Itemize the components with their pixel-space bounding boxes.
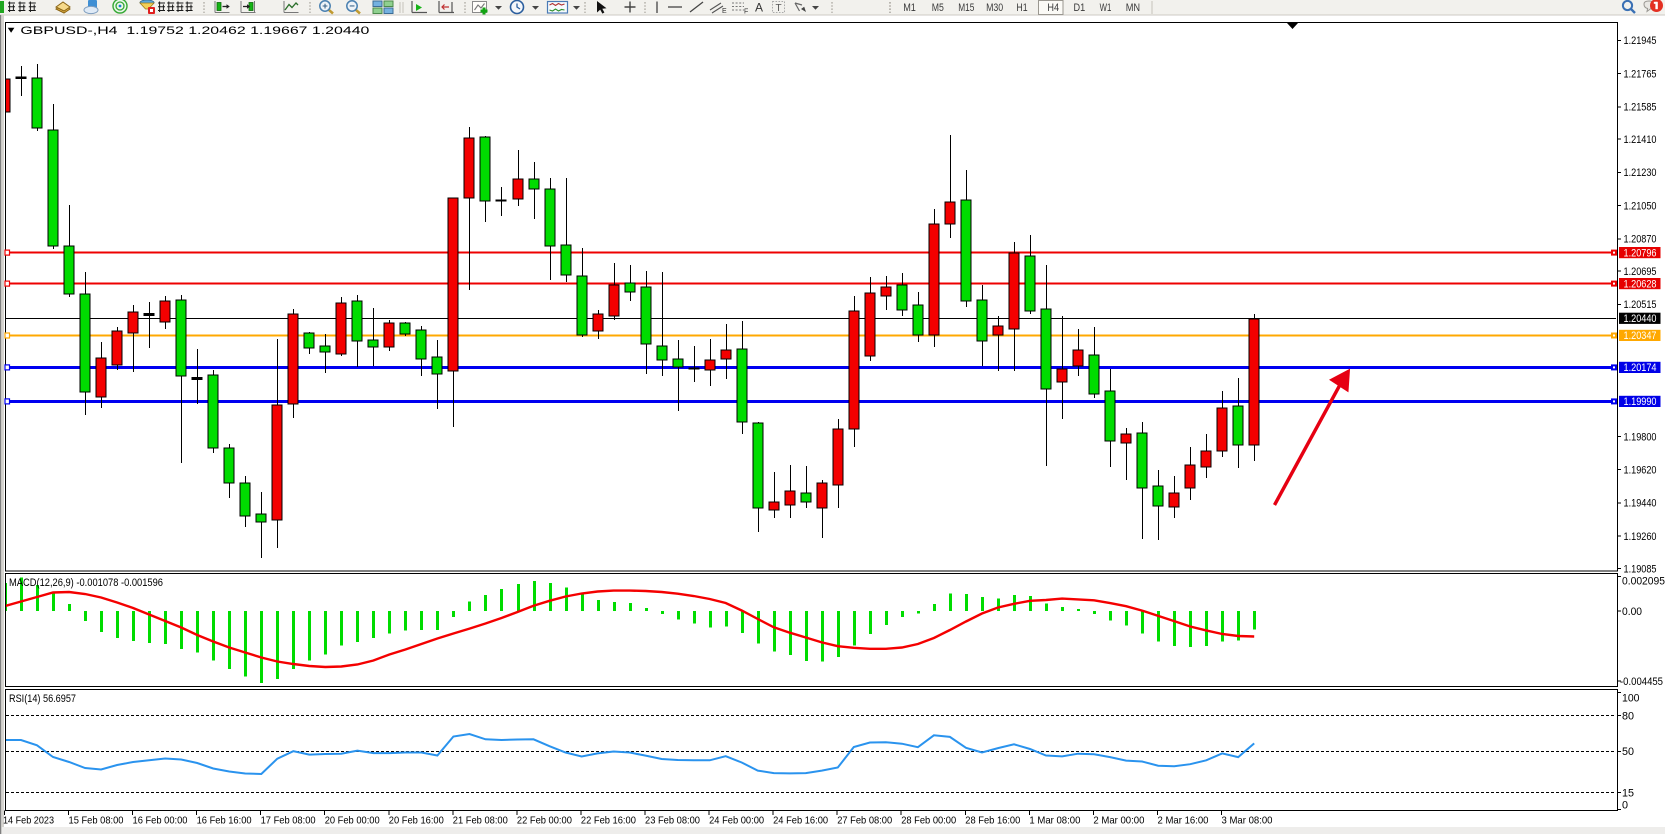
svg-text:MACD(12,26,9) -0.001078 -0.001: MACD(12,26,9) -0.001078 -0.001596 <box>9 577 163 589</box>
svg-text:1.19800: 1.19800 <box>1624 431 1657 443</box>
svg-text:20 Feb 16:00: 20 Feb 16:00 <box>389 815 444 827</box>
svg-text:1.21945: 1.21945 <box>1624 35 1657 47</box>
svg-text:14 Feb 2023: 14 Feb 2023 <box>3 815 54 827</box>
svg-text:1.21765: 1.21765 <box>1624 68 1657 80</box>
svg-text:H4: H4 <box>1047 2 1059 14</box>
svg-text:T: T <box>776 3 782 14</box>
svg-text:−: − <box>349 1 355 12</box>
svg-text:M1: M1 <box>903 2 916 14</box>
svg-text:16 Feb 16:00: 16 Feb 16:00 <box>197 815 252 827</box>
svg-text:15 Feb 08:00: 15 Feb 08:00 <box>69 815 124 827</box>
svg-text:0: 0 <box>1622 799 1628 811</box>
svg-text:+: + <box>322 1 328 12</box>
svg-text:-0.004455: -0.004455 <box>1620 676 1663 688</box>
svg-text:1.21230: 1.21230 <box>1624 167 1657 179</box>
svg-text:1.20347: 1.20347 <box>1624 330 1657 342</box>
svg-text:A: A <box>755 1 763 15</box>
svg-text:1.20628: 1.20628 <box>1624 278 1657 290</box>
svg-text:100: 100 <box>1622 693 1640 705</box>
svg-text:1.21585: 1.21585 <box>1624 102 1657 114</box>
svg-text:1.20174: 1.20174 <box>1624 362 1657 374</box>
svg-text:27 Feb 08:00: 27 Feb 08:00 <box>837 815 892 827</box>
svg-text:1.20515: 1.20515 <box>1624 299 1657 311</box>
svg-text:1.21410: 1.21410 <box>1624 134 1657 146</box>
svg-text:1.19085: 1.19085 <box>1624 563 1657 575</box>
svg-text:1.19440: 1.19440 <box>1624 498 1657 510</box>
svg-text:22 Feb 16:00: 22 Feb 16:00 <box>581 815 636 827</box>
svg-text:80: 80 <box>1622 711 1634 723</box>
svg-text:M30: M30 <box>986 2 1003 14</box>
svg-text:0.00: 0.00 <box>1622 606 1642 618</box>
svg-text:22 Feb 00:00: 22 Feb 00:00 <box>517 815 572 827</box>
svg-text:F: F <box>744 9 748 16</box>
svg-text:H1: H1 <box>1016 2 1027 14</box>
svg-text:50: 50 <box>1622 746 1634 758</box>
svg-text:23 Feb 08:00: 23 Feb 08:00 <box>645 815 700 827</box>
svg-text:24 Feb 16:00: 24 Feb 16:00 <box>773 815 828 827</box>
svg-text:1.20870: 1.20870 <box>1624 234 1657 246</box>
svg-text:2 Mar 16:00: 2 Mar 16:00 <box>1158 815 1209 827</box>
svg-text:RSI(14) 56.6957: RSI(14) 56.6957 <box>9 693 76 705</box>
svg-text:1.20695: 1.20695 <box>1624 266 1657 278</box>
svg-text:1 Mar 08:00: 1 Mar 08:00 <box>1029 815 1080 827</box>
svg-text:3 Mar 08:00: 3 Mar 08:00 <box>1222 815 1273 827</box>
svg-text:17 Feb 08:00: 17 Feb 08:00 <box>261 815 316 827</box>
svg-text:28 Feb 16:00: 28 Feb 16:00 <box>965 815 1020 827</box>
svg-text:15: 15 <box>1622 788 1634 800</box>
svg-text:28 Feb 00:00: 28 Feb 00:00 <box>901 815 956 827</box>
svg-text:GBPUSD-,H4 1.19752 1.20462 1.: GBPUSD-,H4 1.19752 1.20462 1.19667 1.204… <box>20 25 369 37</box>
svg-text:D1: D1 <box>1074 2 1086 14</box>
svg-text:1.20440: 1.20440 <box>1624 313 1657 325</box>
svg-text:2 Mar 00:00: 2 Mar 00:00 <box>1093 815 1144 827</box>
svg-text:1.20796: 1.20796 <box>1624 247 1657 259</box>
svg-text:20 Feb 00:00: 20 Feb 00:00 <box>325 815 380 827</box>
svg-text:1.19620: 1.19620 <box>1624 465 1657 477</box>
svg-text:0.002095: 0.002095 <box>1622 575 1665 587</box>
svg-text:1.19260: 1.19260 <box>1624 531 1657 543</box>
svg-text:16 Feb 00:00: 16 Feb 00:00 <box>133 815 188 827</box>
svg-text:M15: M15 <box>958 2 974 14</box>
svg-text:E: E <box>722 8 727 15</box>
svg-text:W1: W1 <box>1100 2 1112 14</box>
svg-text:1.19990: 1.19990 <box>1624 396 1657 408</box>
svg-text:1.21050: 1.21050 <box>1624 201 1657 213</box>
svg-text:21 Feb 08:00: 21 Feb 08:00 <box>453 815 508 827</box>
svg-text:MN: MN <box>1126 2 1140 14</box>
svg-text:24 Feb 00:00: 24 Feb 00:00 <box>709 815 764 827</box>
svg-text:M5: M5 <box>932 2 944 14</box>
